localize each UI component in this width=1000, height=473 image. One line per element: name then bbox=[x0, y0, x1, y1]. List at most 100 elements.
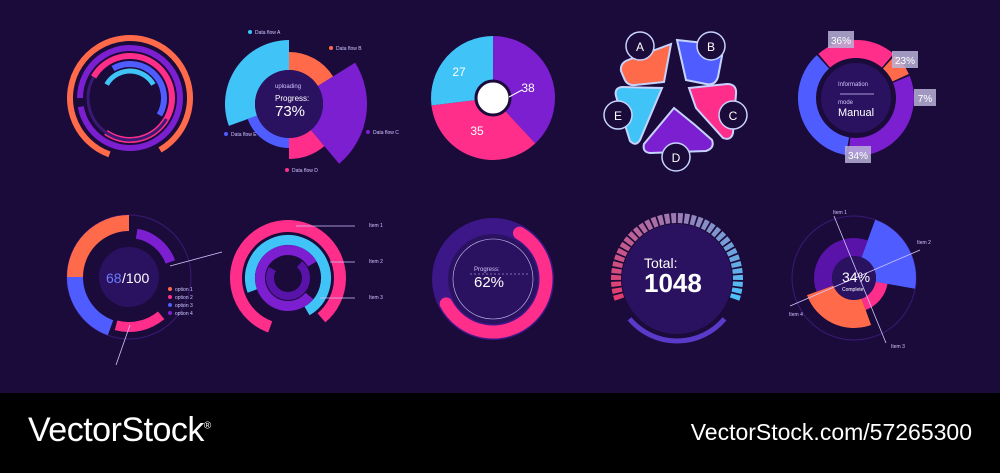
gauge-tick bbox=[611, 267, 622, 274]
svg-text:option 1: option 1 bbox=[175, 287, 193, 293]
gauge-tick bbox=[644, 219, 654, 231]
gauge-tick bbox=[611, 287, 623, 294]
pie-chart-data-flow: uploading Progress: 73% Data flow A Data… bbox=[224, 30, 399, 174]
tag-34: 34% bbox=[845, 146, 871, 163]
pie-chart-three: 27 38 35 bbox=[431, 35, 555, 160]
pie-seg-pink bbox=[861, 281, 888, 310]
watermark-footer: VectorStock® VectorStock.com/57265300 bbox=[0, 393, 1000, 473]
gauge-tick bbox=[730, 260, 742, 268]
gauge-tick bbox=[700, 219, 710, 231]
gauge-tick bbox=[670, 213, 677, 224]
ring-mid-cyan bbox=[245, 235, 331, 316]
progress-fill bbox=[439, 226, 553, 339]
donut-seg-7 bbox=[882, 55, 909, 82]
gauge-tick bbox=[614, 254, 626, 263]
divider-line-1 bbox=[789, 249, 921, 307]
center-line1: Information bbox=[838, 82, 868, 88]
ring-5-arc bbox=[104, 68, 156, 86]
svg-text:7%: 7% bbox=[918, 94, 933, 105]
svg-text:B: B bbox=[707, 40, 715, 54]
progress-value: 62% bbox=[474, 274, 504, 291]
donut-inner bbox=[821, 63, 891, 133]
gauge-tick bbox=[715, 231, 727, 242]
radial-rings-chart-items: Item 1 Item 2 Item 3 bbox=[230, 220, 383, 333]
center-label: Progress: bbox=[275, 94, 309, 103]
gauge-tick bbox=[732, 274, 743, 280]
gauge-tick bbox=[611, 281, 622, 288]
slice-data-flow-e bbox=[247, 115, 289, 148]
svg-text:option 2: option 2 bbox=[175, 295, 193, 301]
brand-logo: VectorStock® bbox=[28, 411, 211, 450]
center-line2: mode bbox=[838, 100, 854, 106]
gauge-tick bbox=[650, 216, 659, 228]
progress-core bbox=[448, 234, 538, 324]
item-4-tag: Item 4 bbox=[789, 312, 803, 318]
brand-name: VectorStock bbox=[28, 411, 204, 449]
ring-inner-purple bbox=[255, 245, 317, 311]
progress-label: Progress: bbox=[474, 267, 500, 273]
gauge-tick bbox=[627, 231, 639, 242]
svg-text:36%: 36% bbox=[831, 36, 851, 47]
item-1-label: Item 1 bbox=[369, 223, 383, 229]
center-total: /100 bbox=[122, 270, 149, 286]
donut-chart-68: 68 /100 option 1 option 2 option 3 optio… bbox=[66, 214, 223, 366]
slice-label-27: 27 bbox=[452, 65, 466, 79]
gauge-chart-total: Total: 1048 bbox=[611, 213, 743, 344]
donut-core bbox=[99, 247, 159, 307]
divider-line-2 bbox=[833, 215, 887, 344]
item-2-label: Item 2 bbox=[369, 259, 383, 265]
gauge-tick bbox=[732, 267, 743, 274]
slice-35 bbox=[431, 98, 536, 160]
radial-rings-chart-1 bbox=[67, 35, 193, 158]
gauge-tick bbox=[657, 214, 665, 226]
slice-data-flow-b bbox=[289, 52, 334, 86]
legend-label-e: Data flow E bbox=[231, 132, 257, 138]
pie-seg-blue bbox=[861, 219, 917, 289]
badge-a: A bbox=[625, 31, 655, 61]
gauge-tick bbox=[728, 254, 740, 263]
legend-dot-e bbox=[224, 132, 228, 136]
legend-dot-d bbox=[285, 168, 289, 172]
item-1-tag: Item 1 bbox=[833, 210, 847, 216]
gauge-tick bbox=[689, 214, 697, 226]
gauge-tick bbox=[613, 293, 625, 301]
gauge-base-arc bbox=[627, 317, 727, 344]
svg-text:23%: 23% bbox=[895, 56, 915, 67]
item-2-tag: Item 2 bbox=[917, 240, 931, 246]
center-value: 73% bbox=[275, 103, 305, 120]
gauge-tick bbox=[729, 293, 741, 301]
gauge-tick bbox=[706, 222, 716, 234]
badge-c: C bbox=[718, 100, 748, 130]
slice-label-38: 38 bbox=[521, 81, 535, 95]
gauge-tick bbox=[732, 281, 743, 288]
legend-option-2: option 2 bbox=[168, 295, 193, 301]
seg-blue bbox=[67, 276, 114, 336]
petal-d bbox=[642, 106, 714, 155]
gauge-tick bbox=[711, 226, 722, 238]
svg-text:E: E bbox=[614, 109, 622, 123]
gauge-tick bbox=[726, 247, 738, 257]
slice-label-35: 35 bbox=[470, 124, 484, 138]
ring-1-arc bbox=[67, 35, 193, 158]
gauge-tick bbox=[723, 241, 735, 252]
badge-e: E bbox=[603, 100, 633, 130]
progress-core-ring bbox=[452, 238, 534, 320]
seg-orange bbox=[67, 215, 130, 278]
center-line3: Manual bbox=[838, 107, 874, 119]
legend-dot-a bbox=[248, 30, 252, 34]
progress-ring-chart: Progress: 62% bbox=[432, 218, 554, 340]
svg-text:option 4: option 4 bbox=[175, 311, 193, 317]
petal-chart: A B C D E bbox=[603, 31, 748, 172]
item-3-tag: Item 3 bbox=[891, 344, 905, 350]
pie-hole bbox=[474, 79, 512, 117]
svg-text:option 3: option 3 bbox=[175, 303, 193, 309]
legend-label-a: Data flow A bbox=[255, 30, 281, 36]
ring-track bbox=[86, 76, 168, 142]
center-title: uploading bbox=[275, 84, 301, 90]
gauge-tick bbox=[611, 274, 622, 280]
brand-mark: ® bbox=[203, 420, 211, 432]
center-complete: Complete bbox=[842, 287, 864, 293]
slice-data-flow-d bbox=[289, 130, 325, 159]
legend-option-1: option 1 bbox=[168, 287, 193, 293]
leader-line-2 bbox=[115, 324, 131, 366]
